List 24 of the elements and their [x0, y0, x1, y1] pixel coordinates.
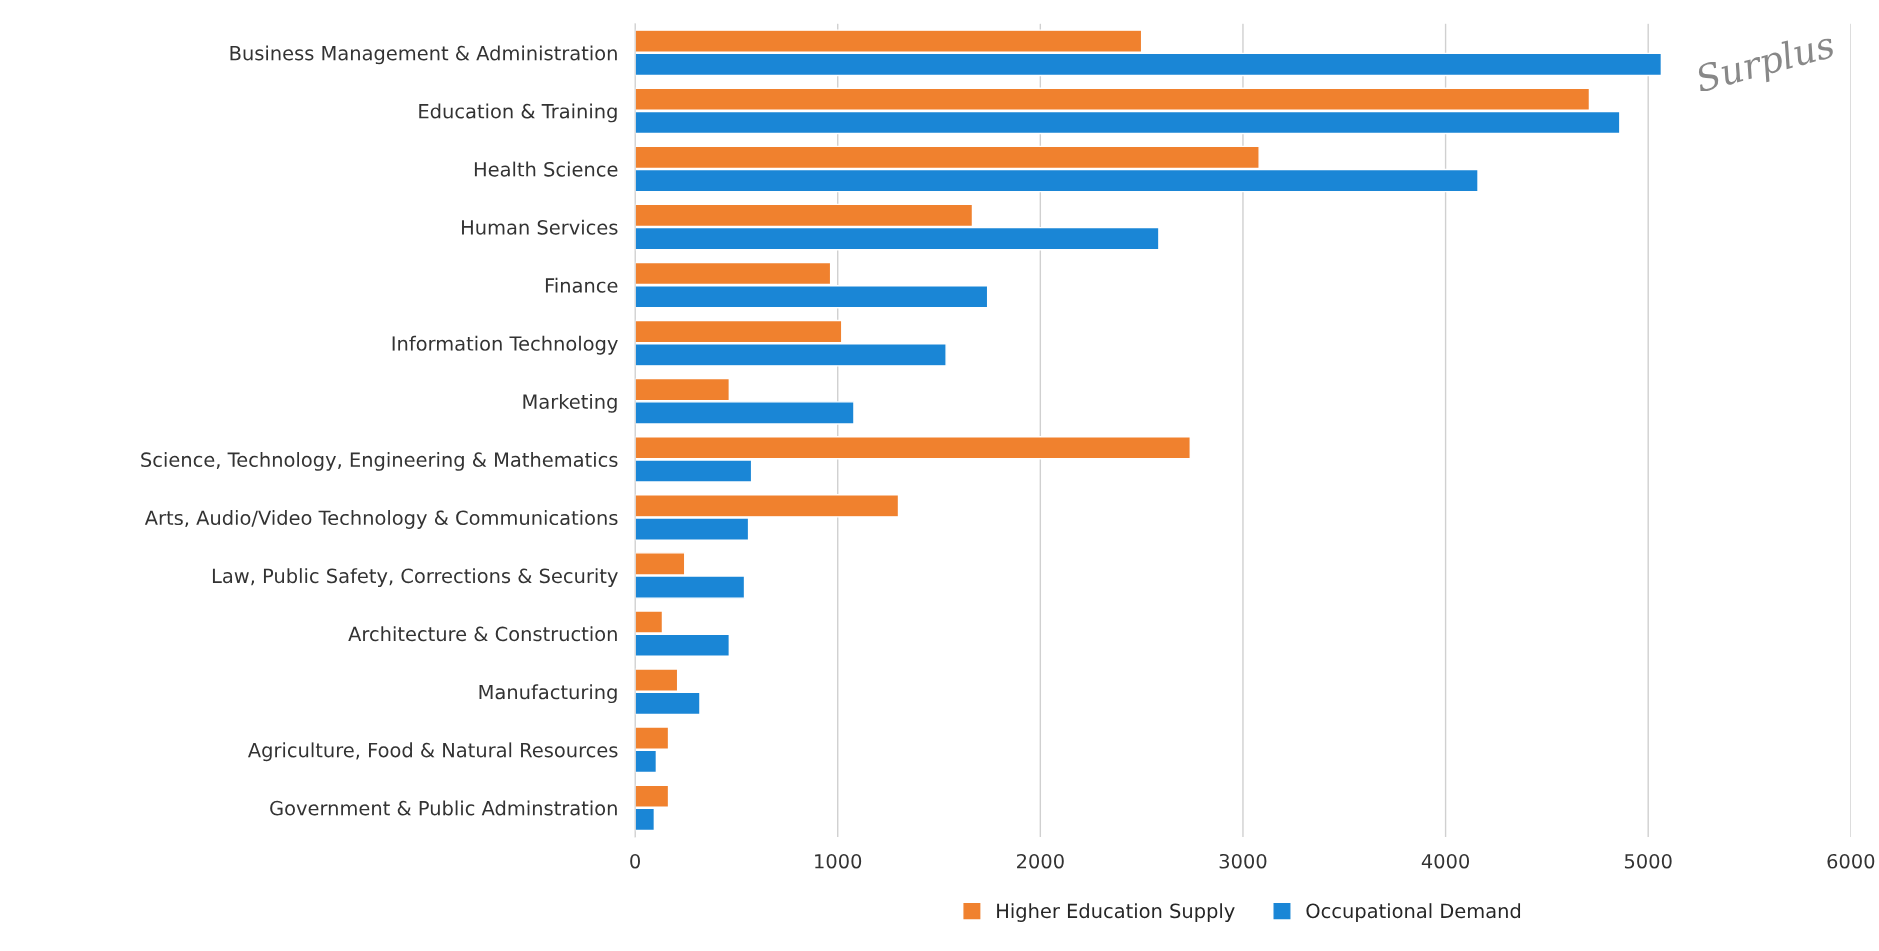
y-tick-label: Information Technology [392, 335, 618, 355]
y-tick-label: Agriculture, Food & Natural Resources [247, 742, 618, 762]
annotation: Surplus [1693, 29, 1838, 100]
y-tick-label: Government & Public Adminstration [270, 800, 617, 816]
y-tick-label: Business Management & Administration [230, 45, 617, 65]
y-tick-label: Architecture & Construction [348, 626, 617, 642]
y-tick-label: Education & Training [419, 103, 617, 123]
x-tick-label: 5000 [1624, 853, 1672, 869]
x-tick-label: 6000 [1827, 853, 1875, 869]
y-tick-label: Arts, Audio/Video Technology & Communications [144, 510, 618, 529]
y-tick-label: Law, Public Safety, Corrections & Security [212, 568, 618, 587]
y-tick-label: Marketing [523, 393, 617, 413]
x-tick-label: 0 [630, 853, 640, 869]
legend-label: Higher Education Supply [997, 903, 1235, 922]
x-tick-label: 4000 [1421, 853, 1470, 869]
y-tick-label: Human Services [462, 219, 618, 235]
y-tick-label: Manufacturing [479, 684, 617, 704]
legend-label: Occupational Demand [1306, 903, 1521, 922]
y-tick-label: Health Science [474, 161, 618, 177]
x-tick-label: 3000 [1219, 853, 1267, 869]
y-tick-label: Science, Technology, Engineering & Mathematics [141, 451, 618, 471]
x-tick-label: 1000 [815, 853, 862, 869]
x-tick-label: 2000 [1017, 853, 1064, 869]
y-tick-label: Finance [545, 277, 618, 293]
